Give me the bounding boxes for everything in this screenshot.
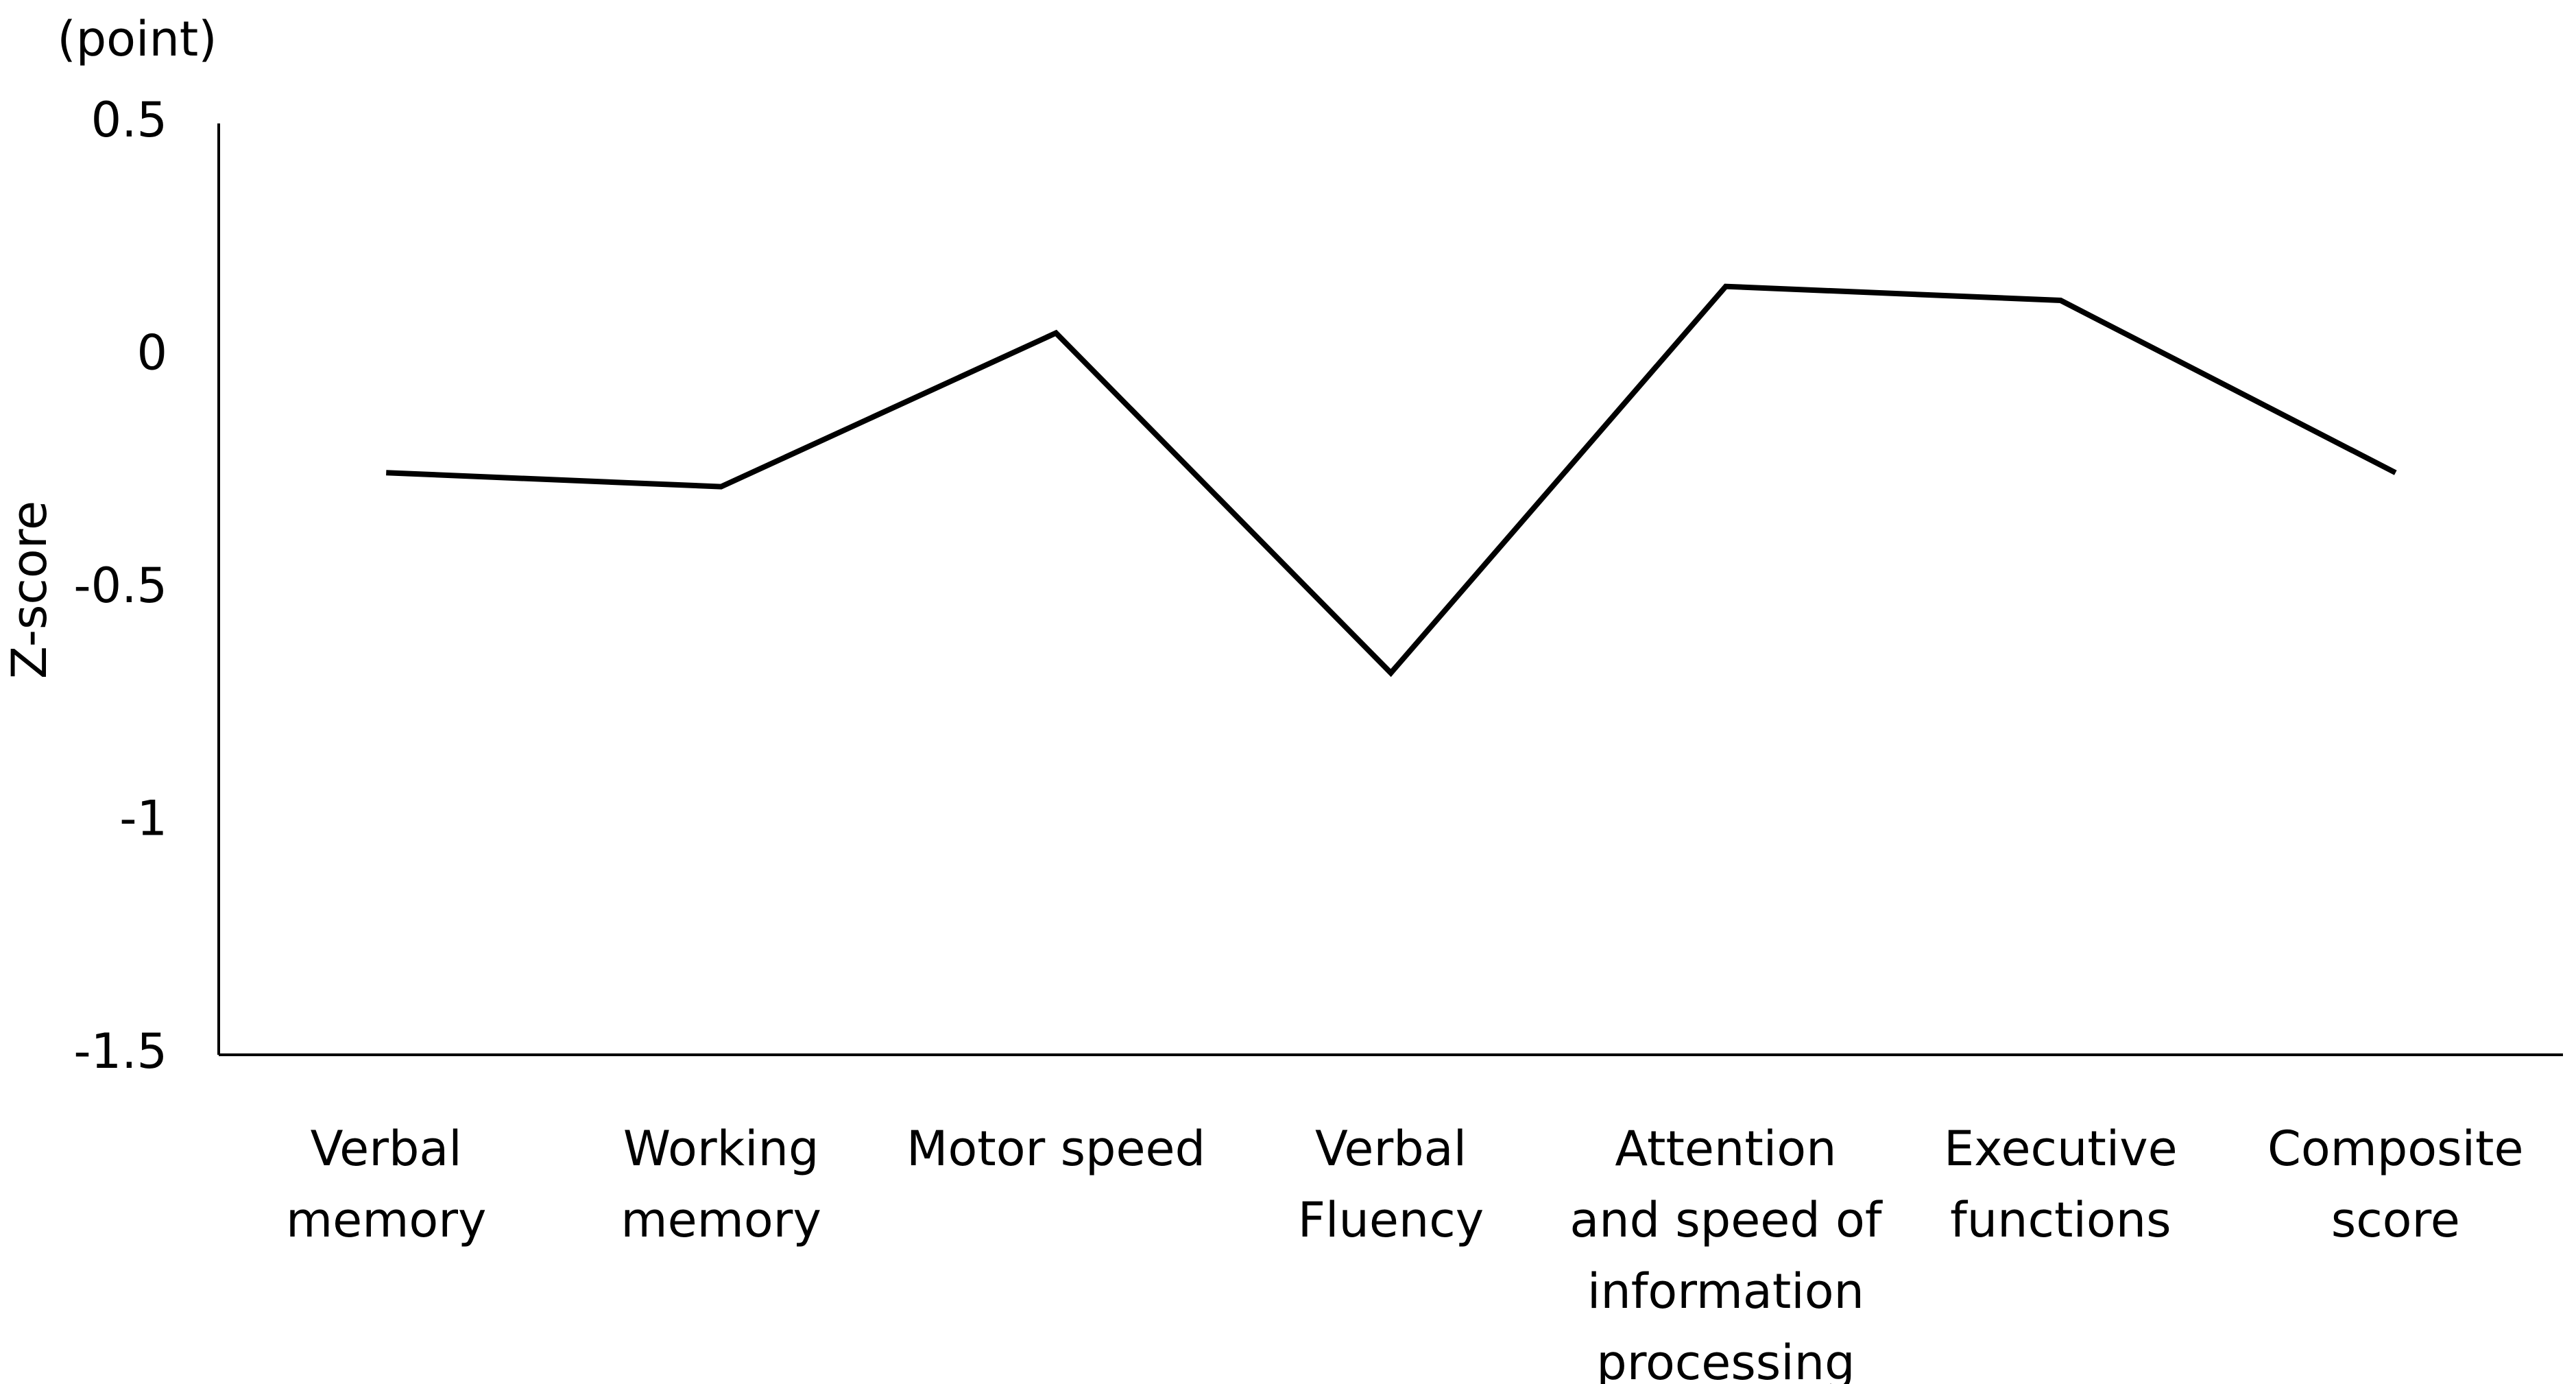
y-tick-label: 0.5 <box>91 92 167 148</box>
x-tick-label: Motor speed <box>906 1121 1206 1177</box>
x-tick-label-box: Working memory <box>621 1121 821 1248</box>
y-tick-label: -0.5 <box>73 558 167 614</box>
y-tick-label: 0 <box>136 325 167 381</box>
x-tick-label-box: Verbal Fluency <box>1297 1121 1484 1248</box>
y-unit: (point) <box>57 11 217 67</box>
y-tick-label: -1 <box>119 791 167 847</box>
line <box>386 283 2397 678</box>
x-tick-label-box: Composite score <box>2267 1121 2524 1248</box>
x-tick-label: Verbal Fluency <box>1297 1121 1484 1248</box>
x-tick-label-box: Executive functions <box>1943 1121 2178 1248</box>
x-tick-label: Working memory <box>621 1121 821 1248</box>
x-tick-label: Verbal memory <box>285 1121 487 1248</box>
x-tick-label-box: Motor speed <box>906 1121 1206 1177</box>
x-tick-label: Executive functions <box>1943 1121 2178 1248</box>
x-tick-label-box: Verbal memory <box>285 1121 487 1248</box>
x-tick-label: Attention and speed of information proce… <box>1569 1121 1882 1384</box>
y-tick-label: -1.5 <box>73 1023 167 1079</box>
y-axis-label: Z-score <box>1 501 58 679</box>
x-tick-label: Composite score <box>2267 1121 2524 1248</box>
x-tick-label-box: Attention and speed of information proce… <box>1569 1121 1882 1384</box>
